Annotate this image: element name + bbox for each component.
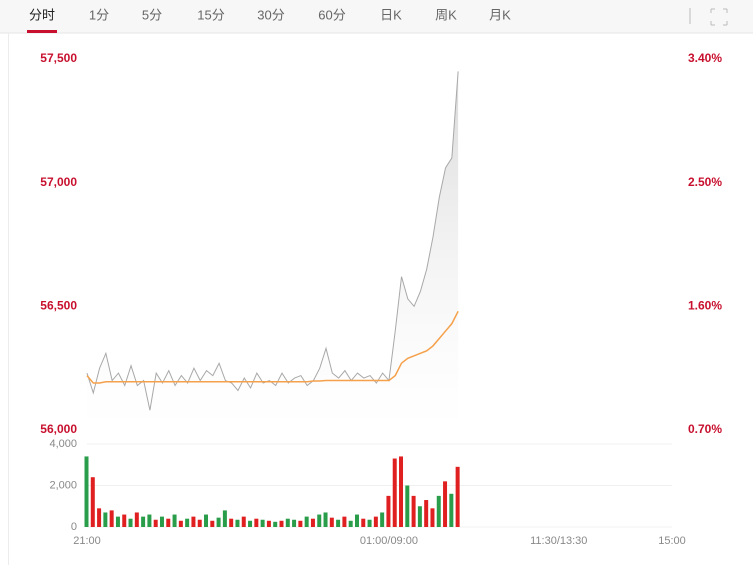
volume-bar — [399, 456, 404, 527]
volume-bar — [323, 512, 328, 527]
volume-bar — [266, 520, 271, 527]
volume-bar — [336, 519, 341, 527]
volume-bar — [115, 516, 120, 527]
volume-bar — [304, 516, 309, 527]
y2-tick-label: 1.60% — [688, 299, 722, 313]
tab[interactable]: 分时 — [29, 7, 55, 22]
y-tick-label: 56,500 — [40, 299, 77, 313]
volume-bar — [248, 520, 253, 527]
volume-bar — [260, 519, 265, 527]
volume-bar — [354, 514, 359, 527]
volume-bar — [417, 506, 422, 527]
tab[interactable]: 60分 — [318, 7, 345, 22]
volume-tick-label: 0 — [71, 521, 77, 533]
active-tab-indicator — [27, 30, 57, 33]
volume-tick-label: 2,000 — [49, 479, 77, 491]
fullscreen-icon[interactable] — [710, 8, 728, 26]
volume-bar — [159, 516, 164, 527]
volume-bar — [348, 520, 353, 527]
x-tick-label: 21:00 — [73, 535, 101, 547]
tab[interactable]: 30分 — [257, 7, 284, 22]
tab[interactable]: 15分 — [197, 7, 224, 22]
volume-bar — [436, 495, 441, 527]
tab[interactable]: 1分 — [89, 7, 109, 22]
price-line — [86, 71, 459, 411]
volume-bar — [254, 518, 259, 527]
volume-bar — [392, 458, 397, 527]
volume-bar — [310, 518, 315, 527]
volume-bar — [128, 518, 133, 527]
volume-bar — [103, 512, 108, 527]
volume-bar — [292, 519, 297, 527]
tab[interactable]: 月K — [489, 7, 511, 22]
volume-bar — [166, 518, 171, 527]
y-tick-label: 57,500 — [40, 51, 77, 65]
volume-bar — [273, 521, 278, 527]
volume-bar — [122, 514, 127, 527]
volume-bar — [97, 508, 102, 527]
volume-bar — [185, 518, 190, 527]
volume-bar — [197, 519, 202, 527]
volume-bar — [367, 519, 372, 527]
volume-bar — [279, 520, 284, 527]
volume-bar — [285, 518, 290, 527]
y2-tick-label: 0.70% — [688, 422, 722, 436]
volume-bar — [317, 514, 322, 527]
x-tick-label: 11:30/13:30 — [530, 535, 587, 547]
volume-bar — [134, 512, 139, 527]
volume-bar — [229, 518, 234, 527]
volume-bar — [216, 517, 221, 527]
volume-tick-label: 4,000 — [49, 438, 77, 450]
volume-bar — [380, 512, 385, 527]
volume-bar — [147, 514, 152, 527]
volume-bar — [373, 516, 378, 527]
volume-bar — [235, 519, 240, 527]
volume-bar — [298, 520, 303, 527]
volume-bar — [361, 518, 366, 527]
volume-bar — [443, 481, 448, 527]
x-tick-label: 01:00/09:00 — [360, 535, 418, 547]
volume-bar — [178, 520, 183, 527]
volume-bar — [84, 456, 89, 527]
volume-bar — [109, 510, 114, 527]
volume-bar — [386, 495, 391, 527]
volume-bar — [405, 485, 410, 527]
x-tick-label: 15:00 — [658, 535, 686, 547]
volume-bar — [329, 517, 334, 527]
y-tick-label: 56,000 — [40, 422, 77, 436]
volume-bar — [222, 510, 227, 527]
y2-tick-label: 3.40% — [688, 51, 722, 65]
volume-bar — [455, 466, 460, 527]
volume-bar — [411, 495, 416, 527]
y2-tick-label: 2.50% — [688, 175, 722, 189]
volume-bar — [241, 516, 246, 527]
volume-bar — [141, 516, 146, 527]
average-line — [86, 310, 459, 384]
volume-bar — [210, 520, 215, 527]
price-area — [87, 71, 459, 430]
volume-bar — [204, 514, 209, 527]
volume-bar — [430, 508, 435, 527]
volume-bar — [449, 493, 454, 527]
volume-bar — [153, 519, 158, 527]
y-tick-label: 57,000 — [40, 175, 77, 189]
tab[interactable]: 周K — [435, 7, 457, 22]
volume-bar — [424, 500, 429, 527]
volume-bar — [342, 516, 347, 527]
tab-bar — [0, 0, 753, 33]
volume-bar — [191, 516, 196, 527]
volume-bar — [172, 514, 177, 527]
volume-bar — [90, 477, 95, 527]
tab[interactable]: 5分 — [142, 7, 162, 22]
tab[interactable]: 日K — [380, 7, 402, 22]
